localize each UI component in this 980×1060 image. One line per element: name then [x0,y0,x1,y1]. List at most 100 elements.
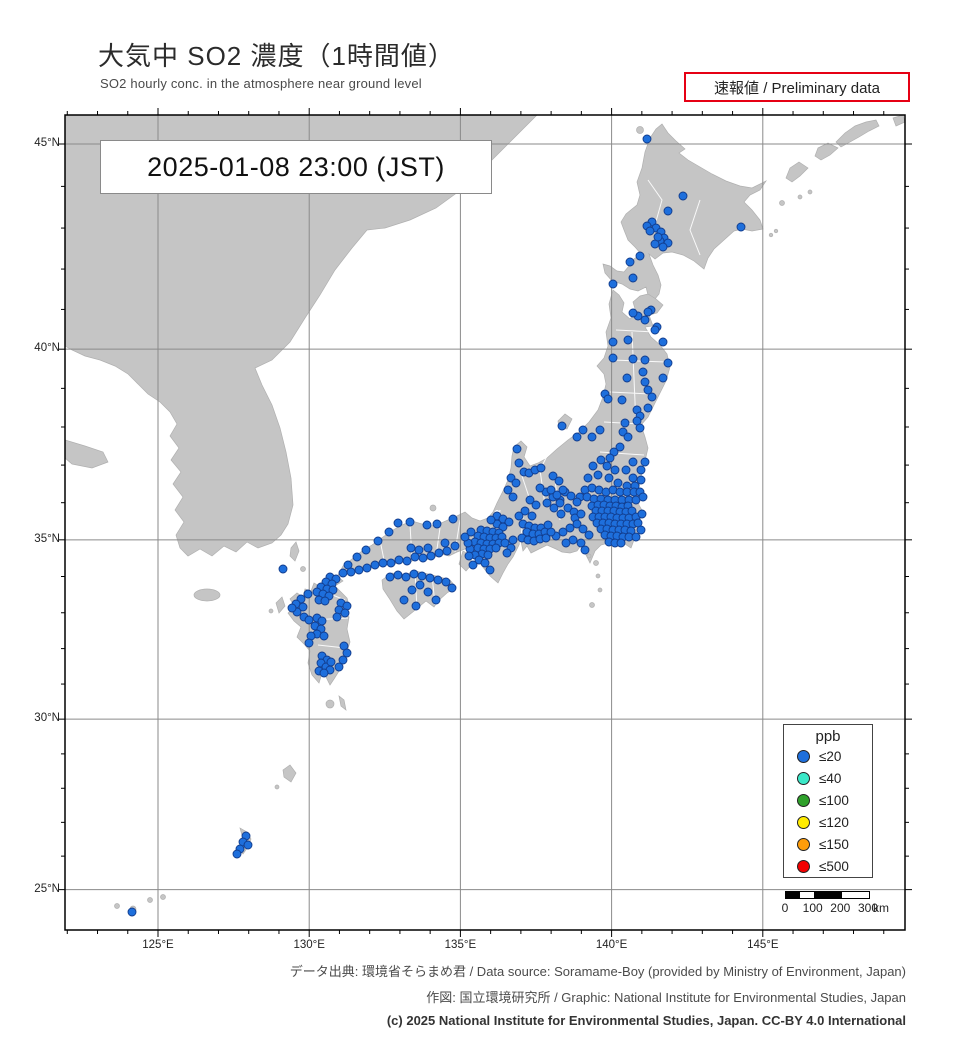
station-dot [643,307,653,317]
goto-islet [268,608,274,614]
legend-class-label: ≤150 [819,836,849,852]
station-dot [552,490,562,500]
scale-bar-tick-label: 200 [830,901,851,915]
station-dot [548,471,558,481]
station-dot [500,538,510,548]
station-dot [588,461,598,471]
station-dot [622,373,632,383]
station-dot [636,465,646,475]
station-dot [346,567,356,577]
station-dot [394,555,404,565]
copyright-license: (c) 2025 National Institute for Environm… [386,1013,906,1028]
station-dot [326,657,336,667]
station-dot [520,506,530,516]
station-dot [385,572,395,582]
station-dot [616,538,626,548]
station-dot [504,517,514,527]
station-dot [527,511,537,521]
station-dot [508,535,518,545]
sakishima-islet [114,903,120,909]
station-dot [658,337,668,347]
station-dot [415,580,425,590]
graphic-credit: 作図: 国立環境研究所 / Graphic: National Institut… [426,990,906,1005]
legend-row: ≤500 [784,855,872,877]
station-dot [640,355,650,365]
corner-landmass [892,115,905,127]
station-dot [535,483,545,493]
legend-title: ppb [815,728,841,745]
station-dot [542,498,552,508]
scale-bar-labels: 0 100 200 300 km [781,901,905,917]
station-dot [486,515,496,525]
station-dot [352,552,362,562]
scale-bar: 0 100 200 300 km [781,891,905,923]
station-dot [399,595,409,605]
station-dot [393,570,403,580]
lon-tick-label: 130°E [293,939,325,951]
station-dot [621,465,631,475]
station-dot [431,595,441,605]
page-subtitle: SO2 hourly conc. in the atmosphere near … [100,76,422,91]
lon-tick-label: 145°E [747,939,779,951]
legend-swatch-icon [797,815,810,829]
station-dot [514,511,524,521]
station-dot [531,500,541,510]
station-dot [640,377,650,387]
legend-rows: ≤20 ≤40 ≤100 ≤120 ≤150 ≤500 [784,745,872,877]
station-dot [578,524,588,534]
lat-tick-label: 25°N [34,882,60,895]
station-dot [418,553,428,563]
map-frame [64,114,906,931]
station-dot [468,560,478,570]
axis-ticks [58,108,912,937]
habomai-islet [768,232,774,238]
station-dot [635,251,645,261]
station-dot [623,335,633,345]
station-dot [442,546,452,556]
station-dot [317,616,327,626]
shandong-landmass [65,439,109,469]
goto-islands [275,596,286,614]
station-dot [514,458,524,468]
station-dot [417,571,427,581]
station-dot [405,517,415,527]
station-dot [596,455,606,465]
station-dot [663,206,673,216]
legend-row: ≤20 [784,745,872,767]
kuril-islet [797,194,803,200]
izu-islet [595,573,601,579]
station-dot [556,509,566,519]
station-dot [370,560,380,570]
station-dot [304,638,314,648]
yakushima-island [325,699,335,709]
station-dot [401,572,411,582]
station-dot [604,473,614,483]
scale-bar-tick-label: 300 [857,901,879,915]
station-dot [608,337,618,347]
station-dot [628,273,638,283]
station-dot [384,527,394,537]
station-dot [620,418,630,428]
station-dot [636,525,646,535]
timestamp-label: 2025-01-08 23:00 (JST) [147,151,445,182]
station-dot [578,425,588,435]
station-dot [525,495,535,505]
scale-bar-unit: km [873,901,889,915]
station-dot [637,509,647,519]
station-dot [736,222,746,232]
legend-swatch-icon [797,793,810,807]
station-dot [406,543,416,553]
rishiri-island [636,126,644,134]
station-dot [576,538,586,548]
station-dot [466,527,476,537]
station-dot [608,353,618,363]
station-dot [631,532,641,542]
station-dot [373,536,383,546]
scale-bar-tick-label: 0 [781,901,789,915]
station-dot [402,556,412,566]
station-dot [423,587,433,597]
station-dot [623,432,633,442]
station-dot [232,849,242,859]
